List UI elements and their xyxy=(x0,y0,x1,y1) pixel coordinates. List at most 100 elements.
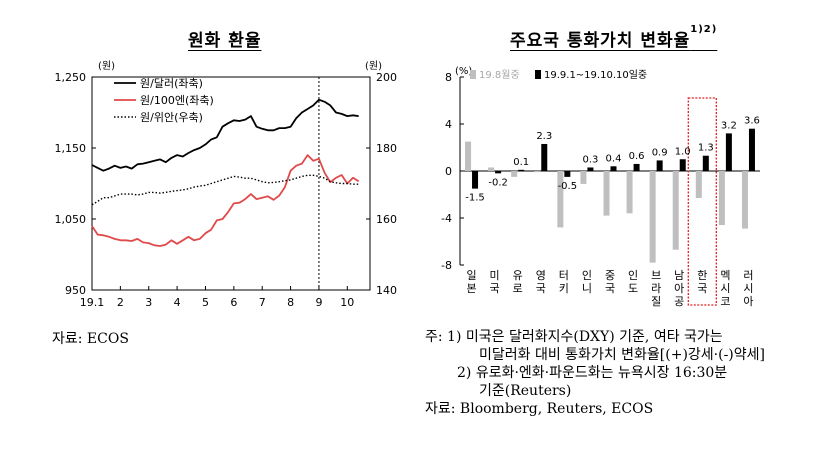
value-label-4: -0.5 xyxy=(558,181,578,192)
right-tick-label: 140 xyxy=(376,284,397,297)
bar-gray-12 xyxy=(741,171,748,229)
bar-gray-3 xyxy=(534,171,541,173)
legend-swatch-gray xyxy=(470,70,476,79)
note-line-1: 주: 1) 미국은 달러화지수(DXY) 기준, 여타 국가는 xyxy=(425,329,723,345)
value-label-0: -1.5 xyxy=(465,193,485,204)
x-tick-label: 8 xyxy=(287,296,294,309)
value-label-11: 3.2 xyxy=(721,120,737,131)
plot-frame xyxy=(91,76,371,291)
right-title-text: 주요국 통화가치 변화율 xyxy=(510,31,691,51)
legend-label-0: 원/달러(좌축) xyxy=(140,77,203,90)
y-tick-label: 4 xyxy=(445,118,452,131)
right-axis-unit: (원) xyxy=(365,60,382,72)
legend-label-1: 원/100엔(좌축) xyxy=(140,94,214,107)
bar-black-0 xyxy=(472,171,479,189)
category-char: 남 xyxy=(674,269,684,282)
left-tick-label: 1,050 xyxy=(55,213,87,226)
note-line-2: 미달러화 대비 통화가치 변화율[(+)강세·(-)약세] xyxy=(479,347,765,363)
y-tick-label: -4 xyxy=(441,212,452,225)
category-char: 니 xyxy=(582,282,592,295)
korea-highlight-box xyxy=(687,97,717,306)
category-char: 질 xyxy=(651,295,661,308)
value-label-9: 1.0 xyxy=(675,146,691,157)
category-char: 한 xyxy=(697,269,707,282)
right-tick-label: 180 xyxy=(376,142,397,155)
bar-gray-8 xyxy=(649,171,656,263)
category-char: 미 xyxy=(490,269,500,282)
category-char: 도 xyxy=(628,282,638,295)
currency-change-bar-chart: (%) -8 -4 0 4 8 -1.5 일본 -0.2 미국 0.1 유로 2.3 영국 -0.5 터키 0… xyxy=(441,66,760,308)
left-tick-label: 1,150 xyxy=(55,142,87,155)
right-tick-label: 160 xyxy=(376,213,397,226)
bar-gray-6 xyxy=(603,171,610,216)
x-tick-label: 3 xyxy=(145,296,152,309)
legend-label-black: 19.9.1~19.10.10일중 xyxy=(544,69,647,81)
category-char: 키 xyxy=(559,282,569,295)
category-char: 국 xyxy=(536,282,546,295)
series-line-2 xyxy=(91,174,359,206)
category-char: 영 xyxy=(536,269,546,282)
category-char: 시 xyxy=(720,282,730,295)
right-title-sup: 1)2) xyxy=(690,24,718,35)
x-tick-label: 5 xyxy=(202,296,209,309)
bar-gray-7 xyxy=(626,171,633,214)
category-char: 인 xyxy=(628,269,638,282)
legend-swatch-black xyxy=(535,70,541,79)
legend-label-gray: 19.8월중 xyxy=(479,69,520,81)
bar-gray-0 xyxy=(465,141,472,171)
category-char: 본 xyxy=(466,282,476,295)
x-tick-label: 9 xyxy=(315,296,322,309)
category-char: 국 xyxy=(490,282,500,295)
category-char: 일 xyxy=(466,268,476,282)
value-label-3: 2.3 xyxy=(536,131,552,142)
bar-gray-5 xyxy=(580,171,587,184)
right-tick-label: 200 xyxy=(376,71,397,84)
bar-black-2 xyxy=(518,169,525,171)
bar-black-3 xyxy=(541,143,548,171)
left-tick-label: 950 xyxy=(65,284,86,297)
y-tick-label: 0 xyxy=(445,165,452,178)
x-tick-label: 19.1 xyxy=(80,296,105,309)
exchange-rate-line-chart: (원) (원) 950 1,050 1,150 1,250 140 160 180 200 19.1… xyxy=(55,60,398,309)
bar-black-4 xyxy=(564,171,571,177)
category-char: 국 xyxy=(605,282,615,295)
category-char: 코 xyxy=(720,295,730,308)
bar-gray-10 xyxy=(695,171,702,199)
note-line-4: 기준(Reuters) xyxy=(479,383,572,399)
category-char: 유 xyxy=(513,269,523,282)
bar-black-6 xyxy=(610,166,617,171)
category-char: 터 xyxy=(559,269,569,282)
value-label-12: 3.6 xyxy=(744,116,760,127)
x-tick-label: 2 xyxy=(117,296,124,309)
value-label-10: 1.3 xyxy=(698,143,714,154)
bar-black-10 xyxy=(702,155,709,171)
right-source: 자료: Bloomberg, Reuters, ECOS xyxy=(425,401,654,417)
x-tick-label: 7 xyxy=(259,296,266,309)
bar-black-8 xyxy=(656,160,663,171)
category-char: 멕 xyxy=(720,269,730,282)
bar-black-7 xyxy=(633,163,640,171)
x-tick-label: 4 xyxy=(174,296,181,309)
bar-gray-1 xyxy=(488,167,495,171)
value-label-1: -0.2 xyxy=(488,177,508,188)
category-char: 로 xyxy=(513,282,523,295)
value-label-8: 0.9 xyxy=(652,147,668,158)
category-char: 아 xyxy=(743,295,753,308)
category-char: 시 xyxy=(743,282,753,295)
series-line-1 xyxy=(91,154,360,247)
category-char: 공 xyxy=(674,295,684,308)
value-label-7: 0.6 xyxy=(629,151,645,162)
category-char: 라 xyxy=(651,282,661,295)
bar-gray-2 xyxy=(511,171,518,177)
series-line-0 xyxy=(91,98,359,172)
legend-label-2: 원/위안(우축) xyxy=(140,111,203,124)
left-tick-label: 1,250 xyxy=(55,71,87,84)
category-char: 중 xyxy=(605,269,615,282)
x-tick-label: 10 xyxy=(340,296,354,309)
category-char: 러 xyxy=(743,269,753,282)
right-chart-title: 주요국 통화가치 변화율1)2) xyxy=(510,24,718,51)
y-tick-label: -8 xyxy=(441,259,452,272)
note-line-3: 2) 유로화·엔화·파운드화는 뉴욕시장 16:30분 xyxy=(457,365,728,381)
x-tick-label: 6 xyxy=(230,296,237,309)
bar-black-1 xyxy=(495,171,502,174)
